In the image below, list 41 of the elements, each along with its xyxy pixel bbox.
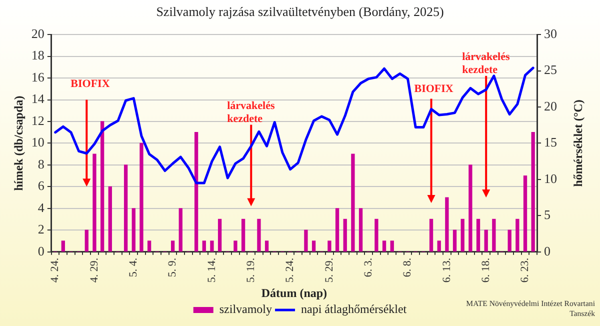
y-tick-label: 6	[38, 178, 45, 194]
y-tick-label: 14	[31, 91, 45, 106]
y2-tick-label: 20	[544, 98, 557, 114]
y2-tick-label: 30	[544, 26, 557, 42]
y2-tick-label: 15	[544, 134, 557, 150]
y2-tick-label: 25	[544, 62, 557, 78]
x-tick-label: 5. 14.	[206, 258, 218, 283]
chart-title: Szilvamoly rajzása szilvaültetvényben (Bordány, 2025)	[156, 4, 444, 20]
x-tick-label: 4. 29.	[88, 258, 100, 283]
y2-tick-label: 5	[544, 207, 550, 222]
y2-tick-label: 0	[544, 243, 550, 258]
y-tick-label: 8	[38, 156, 44, 172]
annotation: BIOFIX	[70, 78, 110, 92]
x-tick-label: 6. 18.	[480, 258, 492, 283]
x-tick-label: 6. 8.	[402, 258, 414, 278]
x-tick-label: 5. 4.	[128, 258, 140, 278]
y2-tick-label: 10	[544, 170, 557, 186]
y2-axis-title: hőmérséklet (°C)	[571, 100, 586, 187]
annotation: lárvakelés kezdete	[462, 50, 511, 77]
legend-label: szilvamoly	[219, 302, 272, 316]
annotation: BIOFIX	[414, 83, 454, 96]
y-tick-label: 16	[31, 69, 45, 84]
y-tick-label: 12	[31, 112, 44, 128]
x-tick-label: 5. 19.	[245, 258, 258, 283]
x-axis-title: Dátum (nap)	[261, 286, 328, 300]
y-tick-label: 18	[31, 48, 44, 63]
x-tick-label: 6. 23.	[519, 258, 532, 283]
x-tick-label: 6. 3.	[362, 258, 374, 278]
x-tick-label: 6. 13.	[440, 258, 453, 283]
legend-label: napi átlaghőmérséklet	[301, 302, 408, 316]
x-tick-label: 5. 29.	[323, 258, 336, 283]
x-tick-label: 5. 9.	[166, 258, 179, 278]
annotation: lárvakelés kezdete	[227, 100, 276, 126]
y-tick-label: 4	[38, 200, 45, 215]
x-tick-label: 5. 24.	[284, 258, 296, 283]
y-tick-label: 10	[31, 134, 44, 150]
x-tick-label: 4. 24.	[49, 258, 62, 283]
y-axis-title: hímek (db/csapda)	[11, 96, 26, 191]
y-tick-label: 20	[31, 26, 44, 42]
y-tick-label: 2	[38, 222, 44, 237]
y-tick-label: 0	[38, 243, 44, 258]
